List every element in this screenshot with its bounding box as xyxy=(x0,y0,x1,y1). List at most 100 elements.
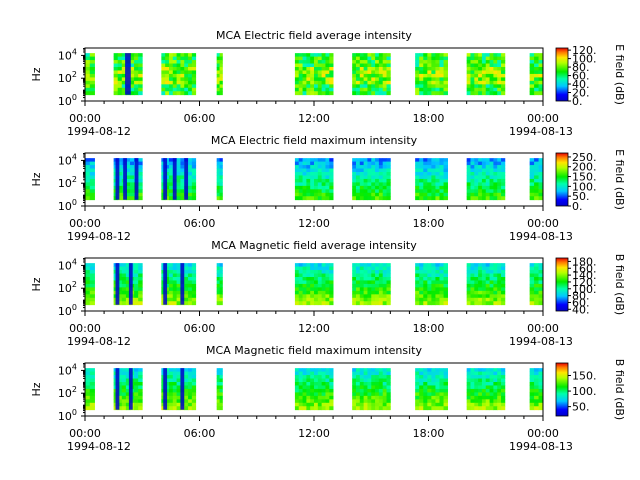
spectrogram-cell xyxy=(294,168,300,173)
spectrogram-cell xyxy=(423,406,428,411)
spectrogram-cell xyxy=(538,273,544,278)
spectrogram-cell xyxy=(415,368,420,372)
spectrogram-cell xyxy=(325,182,330,187)
spectrogram-cell xyxy=(501,287,506,292)
spectrogram-cell xyxy=(310,172,315,176)
spectrogram-cell xyxy=(121,280,127,285)
spectrogram-cell xyxy=(371,378,376,383)
spectrogram-cell xyxy=(363,287,368,292)
spectrogram-cell xyxy=(529,392,535,397)
spectrogram-cell xyxy=(125,192,131,197)
spectrogram-cell xyxy=(538,402,544,407)
spectrogram-cell xyxy=(165,73,170,78)
spectrogram-cell xyxy=(294,63,300,68)
spectrogram-cell xyxy=(165,185,170,190)
spectrogram-cell xyxy=(219,270,223,274)
spectrogram-spike xyxy=(115,368,120,410)
spectrogram-cell xyxy=(191,294,197,299)
spectrogram-cell xyxy=(306,165,311,169)
spectrogram-cell xyxy=(172,77,177,82)
spectrogram-cell xyxy=(466,280,471,285)
spectrogram-cell xyxy=(474,388,479,393)
spectrogram-cell xyxy=(538,165,544,169)
spectrogram-cell xyxy=(363,56,368,61)
spectrogram-cell xyxy=(415,266,420,271)
spectrogram-cell xyxy=(298,382,303,386)
spectrogram-cell xyxy=(501,77,506,82)
spectrogram-cell xyxy=(172,392,177,397)
spectrogram-cell xyxy=(188,371,193,376)
spectrogram-cell xyxy=(386,277,391,281)
spectrogram-cell xyxy=(168,402,174,407)
spectrogram-cell xyxy=(121,277,127,281)
spectrogram-cell xyxy=(485,270,490,274)
spectrogram-cell xyxy=(121,270,127,274)
spectrogram-cell xyxy=(325,378,330,383)
spectrogram-cell xyxy=(325,270,330,274)
spectrogram-cell xyxy=(415,399,420,404)
spectrogram-cell xyxy=(529,283,535,288)
spectrogram-cell xyxy=(431,168,436,173)
spectrogram-cell xyxy=(493,385,498,390)
spectrogram-cell xyxy=(352,368,357,372)
spectrogram-cell xyxy=(191,80,197,85)
spectrogram-cell xyxy=(485,273,490,278)
spectrogram-cell xyxy=(489,406,494,411)
spectrogram-cell xyxy=(419,80,424,85)
spectrogram-cell xyxy=(427,77,432,82)
spectrogram-cell xyxy=(478,87,483,92)
spectrogram-cell xyxy=(306,402,311,407)
spectrogram-cell xyxy=(443,263,448,267)
spectrogram-cell xyxy=(188,382,193,386)
spectrogram-cell xyxy=(538,385,544,390)
spectrogram-cell xyxy=(117,189,123,194)
spectrogram-cell xyxy=(367,91,372,96)
spectrogram-cell xyxy=(302,67,307,71)
spectrogram-cell xyxy=(138,290,143,295)
spectrogram-cell xyxy=(371,283,376,288)
spectrogram-cell xyxy=(306,56,311,61)
spectrogram-cell xyxy=(466,378,471,383)
spectrogram-cell xyxy=(431,375,436,379)
spectrogram-cell xyxy=(481,294,487,299)
spectrogram-cell xyxy=(325,388,330,393)
spectrogram-cell xyxy=(191,283,197,288)
spectrogram-cell xyxy=(188,73,193,78)
spectrogram-cell xyxy=(478,84,483,89)
spectrogram-cell xyxy=(325,395,330,400)
spectrogram-cell xyxy=(439,375,444,379)
spectrogram-cell xyxy=(466,395,471,400)
spectrogram-cell xyxy=(367,385,372,390)
spectrogram-cell xyxy=(329,182,334,187)
spectrogram-cell xyxy=(117,301,123,306)
spectrogram-cell xyxy=(529,77,535,82)
spectrogram-cell xyxy=(355,80,361,85)
spectrogram-cell xyxy=(538,182,544,187)
spectrogram-cell xyxy=(470,402,475,407)
spectrogram-cell xyxy=(363,91,368,96)
spectrogram-cell xyxy=(367,395,372,400)
spectrogram-cell xyxy=(363,172,368,176)
spectrogram-cell xyxy=(443,63,448,68)
spectrogram-cell xyxy=(310,378,315,383)
spectrogram-cell xyxy=(125,283,131,288)
spectrogram-cell xyxy=(431,399,436,404)
spectrogram-cell xyxy=(419,87,424,92)
spectrogram-cell xyxy=(497,399,502,404)
spectrogram-cell xyxy=(443,399,448,404)
spectrogram-cell xyxy=(184,77,189,82)
spectrogram-cell xyxy=(329,301,334,306)
spectrogram-cell xyxy=(219,196,223,201)
spectrogram-cell xyxy=(378,395,384,400)
spectrogram-cell xyxy=(310,70,315,75)
spectrogram-cell xyxy=(89,382,95,386)
spectrogram-cell xyxy=(191,385,197,390)
spectrogram-cell xyxy=(470,371,475,376)
spectrogram-cell xyxy=(219,277,223,281)
spectrogram-cell xyxy=(501,395,506,400)
spectrogram-cell xyxy=(306,399,311,404)
spectrogram-cell xyxy=(423,368,428,372)
spectrogram-cell xyxy=(359,270,365,274)
spectrogram-cell xyxy=(538,301,544,306)
spectrogram-cell xyxy=(168,399,174,404)
